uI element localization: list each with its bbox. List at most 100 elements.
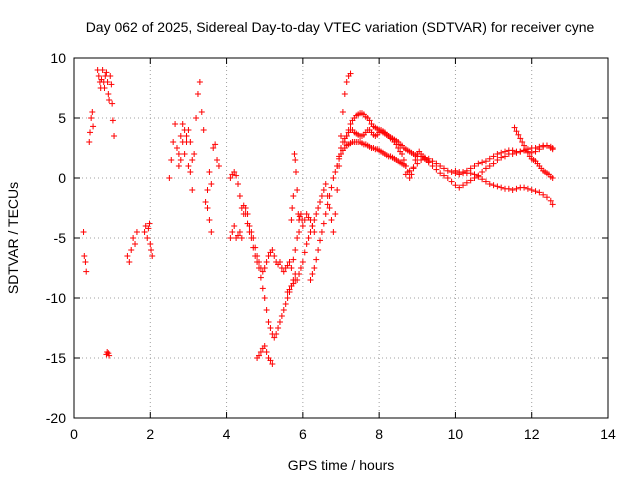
data-point [318, 229, 325, 235]
data-point [246, 223, 253, 229]
data-point [80, 229, 87, 235]
data-point [332, 169, 339, 175]
data-point [408, 171, 415, 178]
data-point [179, 139, 186, 145]
data-point [238, 235, 245, 241]
data-point [448, 178, 455, 185]
data-point [522, 146, 529, 153]
y-tick-label: -5 [54, 230, 67, 246]
data-point [273, 331, 280, 337]
data-point [294, 187, 301, 193]
data-point [524, 149, 531, 156]
x-tick-label: 8 [375, 426, 383, 442]
data-point [549, 175, 556, 181]
data-point [181, 151, 188, 157]
data-point [284, 262, 291, 269]
data-point [278, 313, 285, 319]
data-point [289, 205, 296, 211]
data-point [425, 159, 432, 166]
data-point [189, 187, 196, 193]
data-point [517, 135, 524, 142]
data-point [486, 155, 493, 162]
series-t13 [284, 70, 354, 295]
data-point [290, 280, 297, 287]
data-point [104, 79, 111, 85]
data-point [505, 185, 512, 192]
chart-title: Day 062 of 2025, Sidereal Day-to-day VTE… [86, 19, 595, 35]
data-point [259, 285, 266, 292]
data-point [128, 247, 135, 253]
data-point [265, 319, 272, 325]
data-point [326, 193, 333, 199]
data-point [204, 187, 211, 193]
data-point [292, 157, 299, 163]
data-point [338, 133, 344, 139]
data-point [280, 307, 287, 313]
data-point [440, 165, 447, 172]
data-point [475, 173, 482, 180]
data-point [322, 211, 329, 217]
data-point [334, 163, 341, 169]
data-point [233, 172, 240, 179]
data-point [292, 247, 299, 253]
data-point [402, 163, 409, 169]
data-point [297, 211, 304, 217]
y-tick-label: 0 [58, 170, 66, 186]
data-point [291, 151, 298, 157]
data-point [89, 109, 96, 115]
data-point [479, 176, 486, 183]
data-point [99, 67, 106, 73]
data-point [286, 286, 293, 293]
series-t10 [227, 205, 303, 275]
data-point [267, 325, 274, 331]
data-point [132, 241, 139, 247]
data-point [460, 182, 467, 189]
data-point [471, 163, 478, 169]
data-point [290, 256, 297, 263]
data-point [292, 169, 299, 175]
data-point [486, 181, 493, 187]
data-point [126, 259, 133, 265]
data-point [236, 229, 243, 235]
data-point [313, 256, 320, 263]
data-point [307, 277, 314, 283]
data-point [320, 220, 327, 227]
data-point [146, 220, 153, 227]
data-point [494, 151, 501, 157]
data-point [179, 121, 186, 127]
series-t8 [204, 141, 222, 235]
x-tick-label: 6 [299, 426, 307, 442]
data-point [82, 259, 89, 265]
data-point [549, 201, 556, 208]
data-point [305, 235, 312, 241]
data-point [343, 133, 350, 139]
data-point [177, 157, 184, 163]
data-point [208, 229, 215, 235]
data-point [303, 211, 310, 217]
series-t16 [341, 110, 421, 160]
data-point [254, 253, 261, 259]
data-point [290, 193, 297, 199]
data-point [252, 244, 259, 251]
data-point [196, 79, 203, 85]
data-point [185, 163, 192, 169]
data-point [265, 253, 272, 259]
data-point [194, 91, 201, 97]
data-point [341, 91, 348, 97]
axes: 0 2 4 6 8 10 12 14 -20 -15 -10 -5 0 5 10 [46, 50, 616, 442]
data-point [315, 205, 322, 211]
data-point [519, 139, 526, 145]
data-point [177, 133, 184, 139]
data-point [288, 217, 295, 223]
data-point [452, 167, 459, 174]
data-point [202, 199, 209, 205]
data-point [343, 79, 350, 85]
data-point [250, 235, 257, 241]
data-point [206, 217, 213, 223]
data-point [347, 121, 354, 127]
data-point [347, 70, 354, 77]
data-point [294, 277, 301, 283]
data-point [90, 123, 97, 130]
data-point [106, 97, 113, 103]
